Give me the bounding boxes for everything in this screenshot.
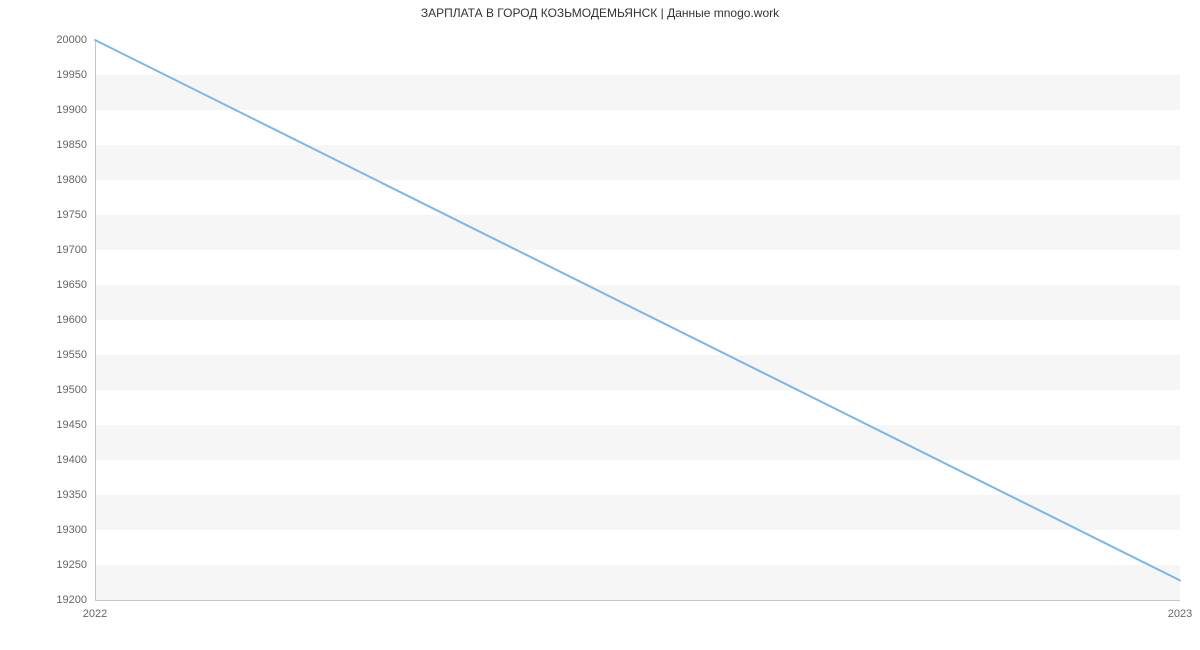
plot-area: 1920019250193001935019400194501950019550… [95,40,1180,600]
series-line-salary [95,40,1180,580]
y-tick-label: 19800 [56,174,87,186]
y-tick-label: 19250 [56,559,87,571]
y-tick-label: 19400 [56,454,87,466]
x-axis-line [95,600,1180,601]
y-tick-label: 19550 [56,349,87,361]
series-layer [95,40,1180,600]
x-tick-label: 2022 [83,608,107,620]
y-tick-label: 19600 [56,314,87,326]
y-tick-label: 20000 [56,34,87,46]
y-tick-label: 19650 [56,279,87,291]
y-tick-label: 19750 [56,209,87,221]
y-tick-label: 19950 [56,69,87,81]
y-tick-label: 19450 [56,419,87,431]
salary-chart: ЗАРПЛАТА В ГОРОД КОЗЬМОДЕМЬЯНСК | Данные… [0,0,1200,650]
y-tick-label: 19500 [56,384,87,396]
y-tick-label: 19200 [56,594,87,606]
x-tick-label: 2023 [1168,608,1192,620]
chart-title: ЗАРПЛАТА В ГОРОД КОЗЬМОДЕМЬЯНСК | Данные… [0,6,1200,20]
y-tick-label: 19300 [56,524,87,536]
y-tick-label: 19850 [56,139,87,151]
y-tick-label: 19900 [56,104,87,116]
y-tick-label: 19350 [56,489,87,501]
y-tick-label: 19700 [56,244,87,256]
